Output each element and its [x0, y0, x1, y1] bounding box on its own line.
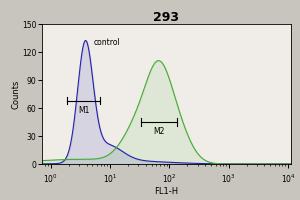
X-axis label: FL1-H: FL1-H	[154, 187, 178, 196]
Text: M2: M2	[153, 127, 164, 136]
Text: M1: M1	[78, 106, 89, 115]
Title: 293: 293	[154, 11, 179, 24]
Y-axis label: Counts: Counts	[12, 79, 21, 109]
Text: control: control	[94, 38, 120, 47]
